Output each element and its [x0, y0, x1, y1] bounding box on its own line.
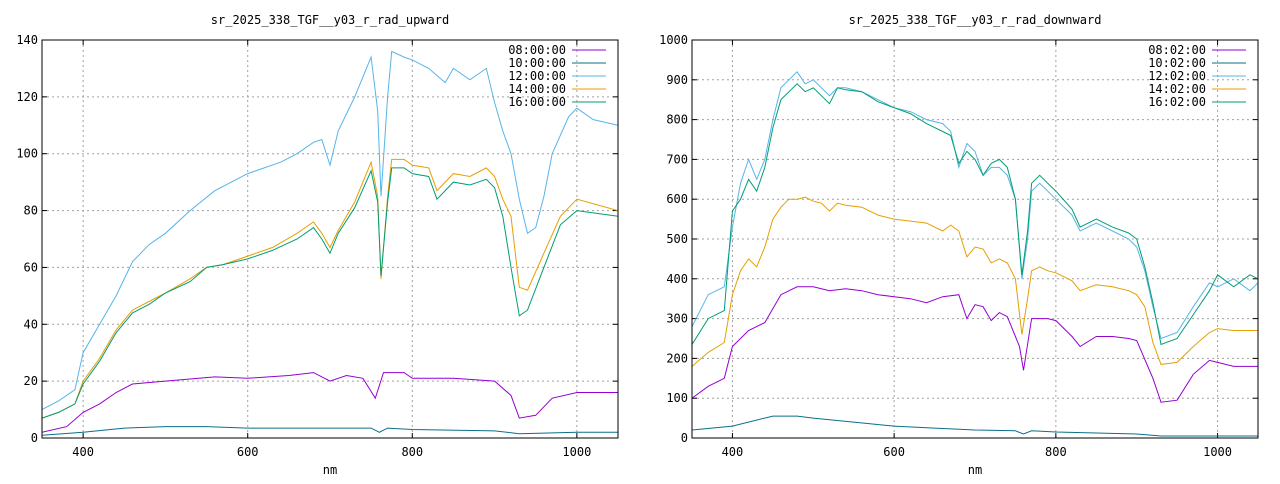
- y-tick-label: 100: [16, 147, 38, 161]
- y-tick-label: 100: [666, 391, 688, 405]
- legend-label: 10:00:00: [508, 56, 566, 70]
- x-tick-label: 400: [72, 445, 94, 459]
- legend-label: 08:00:00: [508, 43, 566, 57]
- series-line-1: [692, 286, 1258, 403]
- plot-frame: [41, 39, 619, 439]
- legend-label: 16:02:00: [1148, 95, 1206, 109]
- x-tick-label: 600: [883, 445, 905, 459]
- y-tick-label: 0: [681, 431, 688, 445]
- series-line-5: [692, 83, 1258, 346]
- y-tick-label: 0: [31, 431, 38, 445]
- chart-panel-1: sr_2025_338_TGF__y03_r_rad_upward 0 20 40 60…: [16, 13, 619, 477]
- y-tick-label: 500: [666, 232, 688, 246]
- y-tick-label: 140: [16, 33, 38, 47]
- legend-label: 10:02:00: [1148, 56, 1206, 70]
- x-tick-label: 400: [722, 445, 744, 459]
- series-line-2: [692, 415, 1258, 437]
- chart-panel-2: sr_2025_338_TGF__y03_r_rad_downward 0 100 2…: [659, 13, 1259, 477]
- y-tick-label: 1000: [659, 33, 688, 47]
- y-tick-label: 40: [24, 317, 38, 331]
- y-tick-label: 900: [666, 73, 688, 87]
- y-tick-label: 80: [24, 204, 38, 218]
- x-tick-label: 600: [237, 445, 259, 459]
- y-tick-label: 120: [16, 90, 38, 104]
- y-tick-label: 400: [666, 272, 688, 286]
- x-tick-label: 800: [1045, 445, 1067, 459]
- x-tick-label: 1000: [562, 445, 591, 459]
- legend-label: 12:00:00: [508, 69, 566, 83]
- x-tick-label: 1000: [1203, 445, 1232, 459]
- series-line-2: [42, 426, 618, 436]
- chart-title: sr_2025_338_TGF__y03_r_rad_downward: [849, 13, 1102, 27]
- legend-label: 14:02:00: [1148, 82, 1206, 96]
- x-tick-label: 800: [401, 445, 423, 459]
- y-tick-label: 600: [666, 192, 688, 206]
- x-axis-label: nm: [968, 463, 982, 477]
- y-tick-label: 200: [666, 351, 688, 365]
- x-axis-label: nm: [323, 463, 337, 477]
- series-line-1: [42, 372, 618, 433]
- y-tick-label: 700: [666, 152, 688, 166]
- y-tick-label: 20: [24, 374, 38, 388]
- series-line-3: [42, 50, 618, 411]
- series-line-5: [42, 167, 618, 419]
- y-tick-label: 60: [24, 260, 38, 274]
- legend-label: 16:00:00: [508, 95, 566, 109]
- plot-frame: [691, 39, 1259, 439]
- legend-label: 14:00:00: [508, 82, 566, 96]
- legend-label: 08:02:00: [1148, 43, 1206, 57]
- y-tick-label: 800: [666, 113, 688, 127]
- chart-title: sr_2025_338_TGF__y03_r_rad_upward: [211, 13, 449, 27]
- series-line-4: [42, 158, 618, 419]
- series-line-4: [692, 196, 1258, 367]
- series-line-3: [692, 71, 1258, 340]
- y-tick-label: 300: [666, 312, 688, 326]
- legend-label: 12:02:00: [1148, 69, 1206, 83]
